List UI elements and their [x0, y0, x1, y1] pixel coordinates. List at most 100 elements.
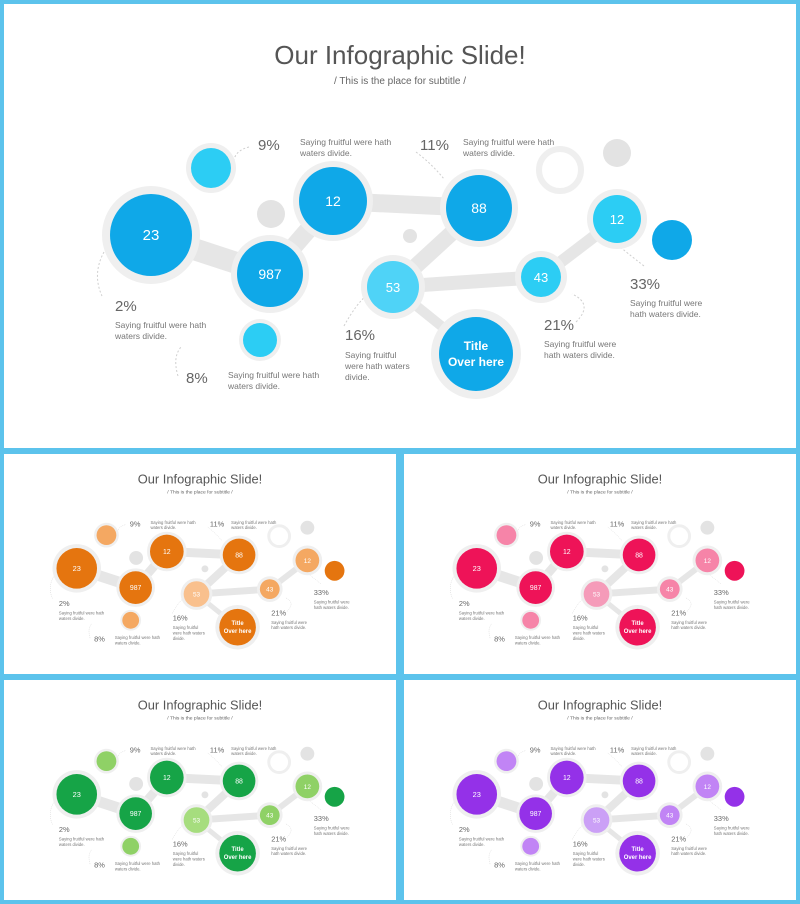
node-circle-6 — [259, 805, 280, 826]
node-circle-1 — [56, 548, 98, 589]
center-circle — [219, 608, 256, 646]
description-1: Saying fruitful were hath waters divide. — [150, 519, 196, 531]
node-value-7: 12 — [704, 558, 712, 565]
description-2: Saying fruitful were hath waters divide. — [231, 519, 277, 531]
center-title-line-2: Over here — [624, 629, 652, 635]
slide-title: Our Infographic Slide! — [537, 697, 663, 713]
hollow-circle — [667, 524, 692, 549]
hollow-circle — [267, 524, 292, 549]
node-value-3: 12 — [325, 193, 341, 209]
slide-title: Our Infographic Slide! — [137, 697, 263, 713]
description-2: Saying fruitful were hath waters divide. — [631, 519, 677, 531]
pink-variant-panel: 23 987 12 88 53 43 12 Title Over here Our Infogr… — [404, 454, 796, 674]
arrow-5 — [88, 849, 93, 865]
description-7: Saying fruitful were hath waters divide. — [671, 619, 708, 631]
infographic-slide: 23 987 12 88 53 43 12 Title Over here Our Infogr… — [4, 454, 396, 674]
node-value-5: 53 — [386, 280, 400, 295]
node-circle-5 — [183, 807, 210, 833]
node-circle-7 — [695, 774, 720, 799]
description-4: Saying fruitful were hath waters divide. — [115, 320, 207, 341]
percent-label-7: 21% — [671, 608, 687, 618]
percent-label-3: 33% — [313, 814, 329, 824]
gray-dot-6 — [700, 520, 715, 535]
percent-label-2: 11% — [209, 519, 225, 529]
percent-label-3: 33% — [313, 588, 329, 598]
arrow-1 — [117, 524, 126, 538]
node-circle-3 — [149, 534, 184, 569]
center-title-line-1: Title — [232, 847, 245, 853]
percent-label-4: 2% — [458, 599, 470, 608]
center-title-line-2: Over here — [224, 629, 252, 635]
node-circle-2 — [519, 571, 552, 604]
node-circle-5 — [583, 581, 610, 607]
slide-subtitle: / This is the place for subtitle / — [167, 715, 233, 722]
arrow-1 — [517, 524, 526, 538]
decor-circle-3 — [724, 786, 745, 807]
node-circle-4 — [622, 764, 656, 798]
arrow-3 — [308, 573, 321, 584]
node-value-3: 12 — [563, 775, 571, 782]
decor-circle-2 — [522, 611, 540, 629]
decor-circle-2 — [522, 837, 540, 855]
arrow-4 — [50, 802, 54, 825]
slide-title: Our Infographic Slide! — [537, 471, 663, 487]
node-circle-7 — [295, 774, 320, 799]
center-title-line-1: Title — [632, 621, 645, 627]
description-3: Saying fruitful were hath waters divide. — [313, 825, 350, 836]
node-value-7: 12 — [304, 558, 312, 565]
infographic-art: 23 987 12 88 53 43 12 Title Over here — [97, 139, 692, 399]
percent-label-2: 11% — [609, 745, 625, 755]
arrow-3 — [308, 799, 321, 810]
decor-circle-1 — [191, 148, 231, 188]
node-value-7: 12 — [304, 784, 312, 791]
description-5: Saying fruitful were hath waters divide. — [228, 370, 320, 391]
description-2: Saying fruitful were hath waters divide. — [631, 745, 677, 757]
node-value-6: 43 — [266, 587, 274, 594]
node-circle-4 — [446, 175, 512, 241]
node-value-6: 43 — [266, 813, 274, 820]
arrow-7 — [285, 597, 292, 612]
decor-circle-3 — [324, 786, 345, 807]
arrow-2 — [207, 527, 222, 541]
node-value-2: 987 — [130, 585, 142, 592]
arrow-4 — [450, 802, 454, 825]
center-title-line-2: Over here — [224, 855, 252, 861]
slide-title: Our Infographic Slide! — [137, 471, 263, 487]
node-value-5: 53 — [193, 818, 201, 825]
description-7: Saying fruitful were hath waters divide. — [271, 845, 308, 857]
node-value-1: 23 — [473, 564, 481, 573]
description-5: Saying fruitful were hath waters divide. — [114, 635, 160, 646]
description-4: Saying fruitful were hath waters divide. — [458, 836, 505, 847]
gray-dot-5 — [201, 791, 209, 799]
description-3: Saying fruitful were hath waters divide. — [713, 825, 750, 836]
node-value-5: 53 — [193, 592, 201, 599]
center-circle — [439, 317, 513, 391]
arrow-5 — [88, 623, 93, 639]
center-circle — [619, 834, 656, 872]
arrow-7 — [685, 597, 692, 612]
gray-dot-6 — [300, 520, 315, 535]
infographic-slide: 23 987 12 88 53 43 12 Title Over here Our Infogr… — [404, 454, 796, 674]
arrow-7 — [685, 823, 692, 838]
arrow-5 — [175, 345, 183, 377]
main-slide-panel: 23 987 12 88 53 43 12 Title Over here Our Infogr… — [4, 4, 796, 448]
center-title-line-1: Title — [464, 339, 489, 353]
center-title-line-2: Over here — [448, 355, 504, 369]
node-value-5: 53 — [593, 818, 601, 825]
infographic-art: 23 987 12 88 53 43 12 Title Over here — [50, 746, 345, 876]
description-7: Saying fruitful were hath waters divide. — [544, 339, 617, 360]
node-value-2: 987 — [530, 811, 542, 818]
slide-subtitle: / This is the place for subtitle / — [567, 715, 633, 722]
decor-circle-2 — [122, 611, 140, 629]
node-value-4: 88 — [635, 552, 643, 559]
node-value-7: 12 — [610, 212, 624, 227]
percent-label-7: 21% — [671, 834, 687, 844]
node-circle-6 — [259, 579, 280, 600]
infographic-slide: 23 987 12 88 53 43 12 Title Over here Our Infogr… — [404, 680, 796, 900]
infographic-art: 23 987 12 88 53 43 12 Title Over here — [50, 520, 345, 650]
purple-variant-panel: 23 987 12 88 53 43 12 Title Over here Our Infogr… — [404, 680, 796, 900]
node-circle-5 — [367, 261, 419, 313]
percent-label-7: 21% — [271, 834, 287, 844]
node-circle-3 — [149, 760, 184, 795]
percent-label-7: 21% — [271, 608, 287, 618]
